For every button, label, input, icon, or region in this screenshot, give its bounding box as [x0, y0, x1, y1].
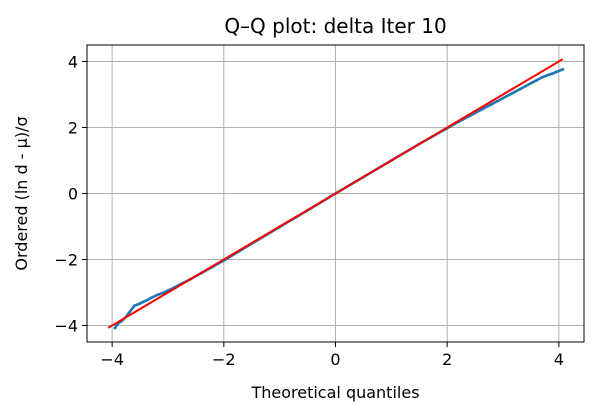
sample-point [518, 87, 522, 91]
sample-point [496, 99, 499, 103]
sample-point [141, 300, 145, 304]
sample-point [135, 303, 139, 307]
sample-point [523, 84, 527, 88]
x-tick-label: 4 [554, 350, 564, 369]
y-tick-label: −2 [54, 251, 78, 270]
sample-point [133, 304, 136, 308]
y-tick-label: 2 [68, 119, 78, 138]
sample-point [550, 72, 554, 76]
y-tick-label: −4 [54, 317, 78, 336]
grid-layer [87, 45, 584, 342]
sample-point [507, 93, 511, 97]
chart-title: Q–Q plot: delta Iter 10 [224, 14, 446, 38]
x-tick-label: −4 [100, 350, 124, 369]
sample-point [479, 108, 483, 112]
x-tick-label: 2 [442, 350, 452, 369]
reference-line [107, 58, 564, 329]
sample-point [540, 75, 544, 79]
sample-point [160, 291, 164, 295]
sample-point [544, 74, 547, 78]
sample-point [529, 81, 533, 85]
x-tick-label: 0 [330, 350, 340, 369]
sample-point [149, 296, 153, 300]
sample-point [147, 298, 150, 301]
sample-point [155, 293, 159, 297]
sample-point [547, 73, 551, 77]
sample-point [501, 96, 505, 100]
sample-point [512, 90, 516, 94]
sample-point [127, 311, 131, 315]
tick-layer: −4 −2 0 2 4 −4 −2 0 2 4 [54, 53, 564, 370]
x-tick-label: −2 [212, 350, 236, 369]
sample-point [490, 102, 494, 106]
x-axis-label: Theoretical quantiles [250, 383, 419, 402]
sample-point [138, 301, 142, 305]
series-layer [107, 58, 565, 330]
sample-point [561, 68, 565, 71]
sample-point [144, 299, 148, 303]
sample-point [535, 78, 538, 82]
y-tick-label: 4 [68, 53, 78, 72]
sample-point [113, 326, 117, 330]
y-tick-label: 0 [68, 185, 78, 204]
sample-point [554, 70, 558, 74]
y-axis-label: Ordered (ln d - μ)/σ [12, 116, 31, 270]
